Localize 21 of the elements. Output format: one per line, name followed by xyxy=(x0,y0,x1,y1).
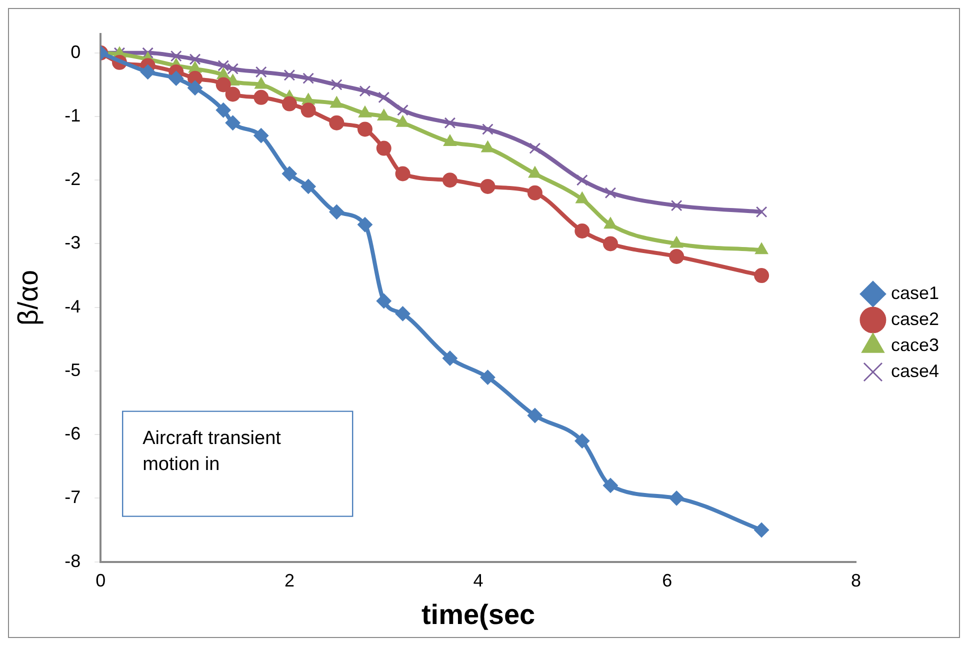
y-tick-label: -8 xyxy=(64,550,81,571)
y-tick-label: -1 xyxy=(64,105,81,126)
legend-label: case4 xyxy=(890,360,940,381)
x-tick-label: 6 xyxy=(662,570,672,591)
y-axis-title: β/αo xyxy=(12,270,44,326)
y-tick-label: -4 xyxy=(64,296,81,316)
legend-label: case1 xyxy=(890,282,940,303)
legend-label: case2 xyxy=(890,308,940,329)
y-tick-label: -7 xyxy=(64,487,81,508)
legend-label: cace3 xyxy=(890,334,940,355)
y-tick-label: -6 xyxy=(64,424,81,444)
x-axis-title: time(sec xyxy=(421,598,536,630)
y-tick-label: -3 xyxy=(64,232,81,253)
x-tick-label: 4 xyxy=(473,570,484,591)
x-tick-label: 2 xyxy=(284,570,294,591)
x-tick-label: 0 xyxy=(96,570,106,591)
x-tick-label: 8 xyxy=(850,570,861,591)
annotation: Aircraft transient motion in xyxy=(142,428,282,476)
y-tick-label: -5 xyxy=(64,360,81,380)
y-tick-label: -2 xyxy=(64,169,81,190)
y-tick-label: 0 xyxy=(70,42,81,62)
